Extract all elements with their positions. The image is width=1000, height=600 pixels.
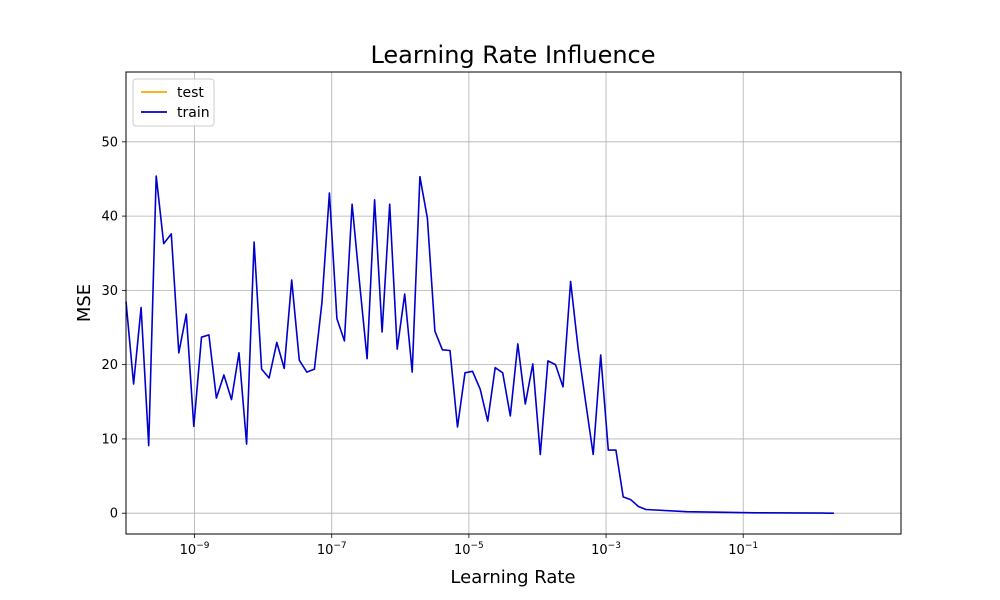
x-tick-label: 10−9: [180, 541, 210, 558]
y-axis-ticks: 0 10 20 30 40 50: [101, 135, 126, 522]
x-tick-label: 10−5: [454, 541, 484, 558]
y-tick-label: 20: [101, 358, 118, 373]
series-layer: [125, 175, 834, 515]
x-tick-label: 10−7: [317, 541, 347, 558]
x-axis-ticks: 10−9 10−7 10−5 10−3 10−1: [180, 534, 758, 558]
chart-title: Learning Rate Influence: [370, 41, 655, 69]
x-tick-label: 10−1: [728, 541, 758, 558]
y-tick-label: 30: [101, 284, 118, 299]
legend: test train: [132, 78, 215, 127]
y-tick-label: 0: [110, 507, 118, 522]
y-tick-label: 10: [101, 432, 118, 447]
y-tick-label: 50: [101, 135, 118, 150]
legend-label-train: train: [177, 105, 210, 121]
grid: [126, 72, 901, 534]
legend-label-test: test: [177, 85, 204, 101]
legend-box: [132, 78, 215, 127]
series-line-train: [125, 175, 834, 515]
x-axis-label: Learning Rate: [450, 567, 575, 588]
y-tick-label: 40: [101, 210, 118, 225]
x-tick-label: 10−3: [591, 541, 621, 558]
plot-area-frame: [125, 71, 902, 535]
y-axis-label: MSE: [74, 284, 95, 322]
